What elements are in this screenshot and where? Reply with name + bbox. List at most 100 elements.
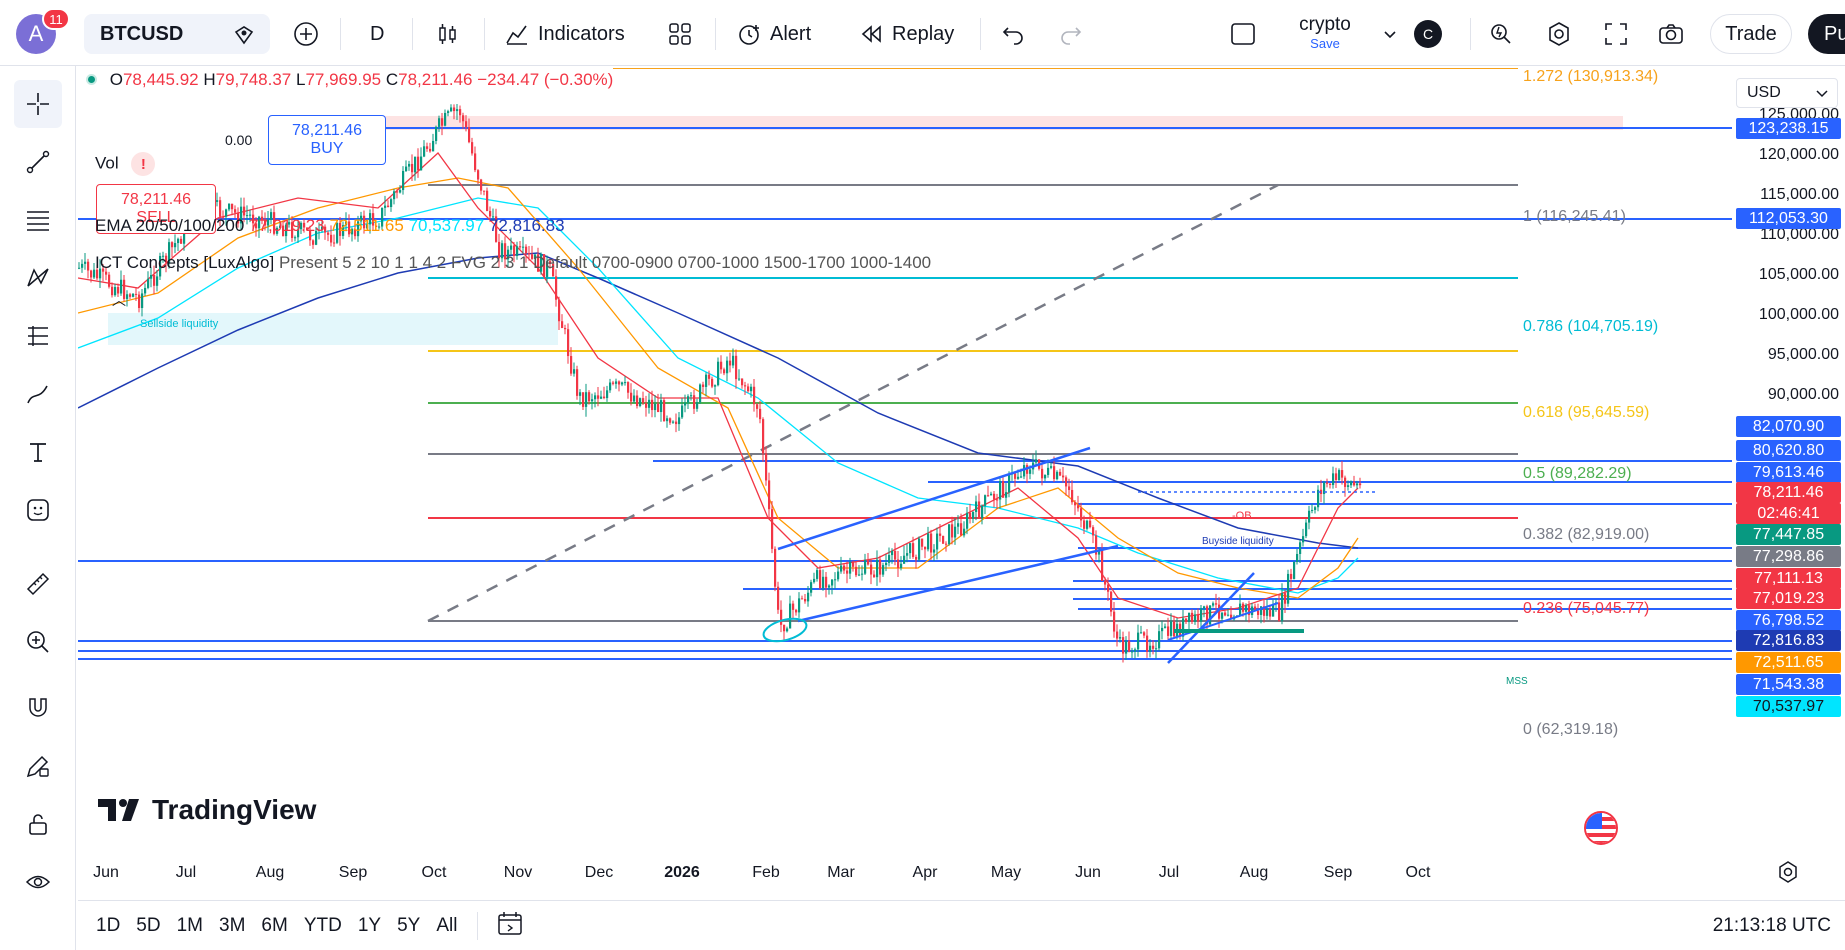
layout-name: crypto — [1299, 14, 1351, 35]
candle — [810, 579, 813, 597]
candle — [954, 517, 957, 545]
candle — [369, 209, 372, 234]
measure-tool[interactable] — [14, 560, 62, 608]
range-button[interactable]: 1D — [96, 914, 121, 936]
utc-clock[interactable]: 21:13:18 UTC — [1712, 914, 1831, 936]
interval-button[interactable]: D — [370, 14, 384, 54]
icon-tool[interactable] — [14, 486, 62, 534]
candle — [714, 384, 717, 395]
candle — [177, 237, 180, 251]
chart-pane[interactable]: O78,445.92 H79,748.37 L77,969.95 C78,211… — [78, 68, 1732, 856]
date-range-button[interactable] — [496, 909, 524, 942]
indicators-button[interactable]: Indicators — [504, 14, 625, 54]
fib-tool[interactable] — [14, 196, 62, 244]
range-button[interactable]: 5D — [136, 914, 161, 936]
candle — [342, 221, 345, 240]
fvg-zone — [1174, 629, 1304, 633]
channel-line — [797, 544, 1119, 623]
stay-in-drawing-tool[interactable] — [14, 742, 62, 790]
drawing-toolbar — [0, 66, 76, 950]
price-chart[interactable] — [78, 68, 1732, 856]
magnet-tool[interactable] — [14, 684, 62, 732]
candle — [345, 212, 348, 232]
fullscreen-button[interactable] — [1603, 14, 1629, 54]
candle — [162, 251, 165, 263]
candle — [444, 109, 447, 127]
plus-circle-icon — [294, 22, 318, 46]
candle — [1359, 477, 1362, 489]
trade-button[interactable]: Trade — [1710, 14, 1792, 54]
text-tool[interactable] — [14, 428, 62, 476]
candle — [180, 236, 183, 244]
candle — [705, 372, 708, 397]
brush-tool[interactable] — [14, 370, 62, 418]
ema-line — [78, 197, 1359, 594]
candle — [546, 255, 549, 284]
layouts-button[interactable] — [667, 14, 693, 54]
fib-label-0236: 0.236 (75,045.77) — [1523, 600, 1650, 617]
pattern-tool[interactable] — [14, 254, 62, 302]
undo-button[interactable] — [1000, 14, 1026, 54]
snapshot-button[interactable] — [1658, 14, 1684, 54]
layout-avatar[interactable]: C — [1414, 20, 1442, 48]
redo-button[interactable] — [1058, 14, 1084, 54]
horizontal-lines — [78, 127, 1732, 660]
ict-legend[interactable]: ICT Concepts [LuxAlgo] Present 5 2 10 1 … — [95, 253, 931, 273]
range-button[interactable]: 1M — [176, 914, 203, 936]
symbol-search-button[interactable]: BTCUSD — [84, 14, 270, 54]
layout-name-button[interactable]: crypto Save — [1292, 14, 1358, 51]
candle — [1215, 593, 1218, 615]
candle — [402, 166, 405, 195]
candle — [270, 208, 273, 225]
publish-button[interactable]: Pu — [1808, 14, 1845, 54]
crosshair-tool[interactable] — [14, 80, 62, 128]
hide-drawings-tool[interactable] — [14, 858, 62, 906]
collapse-legend-icon[interactable]: ︿ — [112, 292, 126, 308]
heart-shield-icon[interactable] — [232, 23, 256, 47]
undo-icon — [1002, 27, 1023, 45]
buy-button[interactable]: 78,211.46 BUY — [268, 115, 386, 165]
eye-icon — [25, 875, 51, 889]
brush-icon — [27, 385, 48, 404]
time-axis[interactable]: Jun Jul Aug Sep Oct Nov Dec 2026 Feb Mar Apr May Jun… — [78, 856, 1732, 888]
range-button[interactable]: YTD — [303, 914, 342, 936]
range-button[interactable]: 3M — [219, 914, 246, 936]
price-axis[interactable]: USD 125,000.00 120,000.00 115,000.00 110,00… — [1732, 68, 1845, 858]
tradingview-logo[interactable]: TradingView — [98, 794, 316, 826]
candle — [1212, 601, 1215, 608]
text-icon — [30, 443, 46, 462]
unlock-icon — [29, 814, 47, 835]
candle — [972, 511, 975, 524]
range-button[interactable]: 1Y — [357, 914, 382, 936]
volume-legend[interactable]: Vol ! — [95, 152, 156, 176]
sell-button[interactable]: 78,211.46 SELL — [96, 184, 216, 234]
range-button[interactable]: All — [436, 914, 458, 936]
range-button[interactable]: 6M — [261, 914, 288, 936]
replay-button[interactable]: Replay — [858, 14, 954, 54]
layout-checkbox[interactable] — [1230, 14, 1256, 54]
forecast-tool[interactable] — [14, 312, 62, 360]
candle — [531, 245, 534, 260]
chart-type-button[interactable] — [435, 14, 461, 54]
zoom-tool[interactable] — [14, 618, 62, 666]
us-flag-icon[interactable] — [1584, 811, 1618, 845]
candle — [711, 376, 714, 389]
alert-button[interactable]: Alert — [736, 14, 811, 54]
candle — [762, 417, 765, 462]
layout-dropdown[interactable] — [1382, 14, 1398, 54]
currency-select[interactable]: USD — [1736, 78, 1838, 108]
mss-label: MSS — [1506, 676, 1528, 687]
lock-drawings-tool[interactable] — [14, 800, 62, 848]
warning-icon[interactable]: ! — [131, 152, 156, 176]
candle — [1296, 548, 1299, 565]
trendline-tool[interactable] — [14, 138, 62, 186]
range-button[interactable]: 5Y — [397, 914, 421, 936]
quick-search-button[interactable] — [1488, 14, 1514, 54]
ema-legend[interactable]: EMA 20/50/100/200 77,019.23 72,511.65 70… — [95, 216, 565, 236]
compare-symbol-button[interactable] — [293, 14, 319, 54]
candle — [1170, 613, 1173, 640]
candle — [732, 348, 735, 369]
chart-settings-button[interactable] — [1774, 858, 1802, 886]
settings-button[interactable] — [1546, 14, 1572, 54]
candle — [126, 290, 129, 307]
